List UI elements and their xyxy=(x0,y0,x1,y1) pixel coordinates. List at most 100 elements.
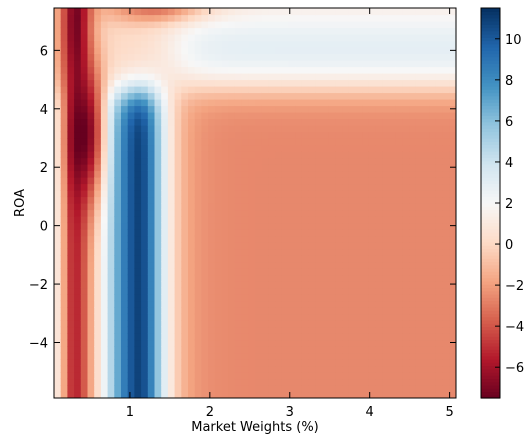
heatmap-cell xyxy=(228,73,236,81)
heatmap-cell xyxy=(442,320,450,328)
heatmap-cell xyxy=(181,203,189,211)
heatmap-cell xyxy=(255,157,263,165)
heatmap-cell xyxy=(60,177,68,185)
heatmap-cell xyxy=(315,73,323,81)
heatmap-cell xyxy=(54,66,62,74)
heatmap-cell xyxy=(328,307,336,315)
heatmap-cell xyxy=(255,248,263,256)
heatmap-cell xyxy=(281,385,290,393)
heatmap-cell xyxy=(449,339,456,347)
heatmap-cell xyxy=(100,235,109,243)
heatmap-cell xyxy=(161,40,169,48)
heatmap-cell xyxy=(228,86,236,94)
heatmap-cell xyxy=(429,307,437,315)
heatmap-cell xyxy=(154,287,162,295)
heatmap-cell xyxy=(221,209,229,217)
heatmap-cell xyxy=(328,144,336,152)
heatmap-cell xyxy=(409,99,417,107)
heatmap-cell xyxy=(74,131,82,139)
heatmap-cell xyxy=(362,138,370,146)
heatmap-cell xyxy=(255,170,263,178)
heatmap-cell xyxy=(281,339,290,347)
heatmap-cell xyxy=(201,229,209,237)
heatmap-cell xyxy=(161,164,169,172)
heatmap-cell xyxy=(355,53,363,61)
heatmap-cell xyxy=(214,378,223,386)
heatmap-cell xyxy=(208,73,216,81)
heatmap-cell xyxy=(295,73,303,81)
heatmap-cell xyxy=(221,144,229,152)
heatmap-cell xyxy=(402,66,410,74)
heatmap-cell xyxy=(355,144,363,152)
heatmap-cell xyxy=(382,229,390,237)
heatmap-cell xyxy=(335,261,343,269)
heatmap-cell xyxy=(134,8,142,16)
colorbar-swatch xyxy=(481,232,500,237)
heatmap-cell xyxy=(288,378,296,386)
heatmap-cell xyxy=(281,352,290,360)
heatmap-cell xyxy=(194,21,202,29)
heatmap-cell xyxy=(415,79,424,87)
colorbar-swatch xyxy=(481,199,500,204)
heatmap-cell xyxy=(268,365,276,373)
heatmap-cell xyxy=(322,346,330,354)
heatmap-cell xyxy=(141,294,149,302)
heatmap-cell xyxy=(355,112,363,120)
heatmap-cell xyxy=(368,268,377,276)
heatmap-cell xyxy=(435,40,444,48)
heatmap-cell xyxy=(74,151,82,159)
heatmap-cell xyxy=(308,222,316,230)
heatmap-cell xyxy=(100,391,109,398)
heatmap-cell xyxy=(87,216,95,224)
heatmap-cell xyxy=(382,372,390,380)
heatmap-cell xyxy=(281,53,290,61)
heatmap-cell xyxy=(422,294,430,302)
heatmap-cell xyxy=(362,196,370,204)
heatmap-cell xyxy=(402,385,410,393)
heatmap-cell xyxy=(301,255,310,263)
heatmap-cell xyxy=(248,92,256,100)
heatmap-cell xyxy=(60,209,68,217)
heatmap-cell xyxy=(167,216,176,224)
heatmap-cell xyxy=(261,365,269,373)
heatmap-cell xyxy=(60,333,68,341)
heatmap-cell xyxy=(442,261,450,269)
heatmap-cell xyxy=(342,190,350,198)
heatmap-cell xyxy=(60,300,68,308)
heatmap-cell xyxy=(335,300,343,308)
heatmap-cell xyxy=(308,235,316,243)
heatmap-cell xyxy=(368,216,377,224)
heatmap-cell xyxy=(295,21,303,29)
heatmap-cell xyxy=(375,125,383,133)
heatmap-cell xyxy=(114,66,122,74)
heatmap-cell xyxy=(429,138,437,146)
heatmap-cell xyxy=(167,339,176,347)
heatmap-cell xyxy=(181,339,189,347)
heatmap-cell xyxy=(382,281,390,289)
heatmap-cell xyxy=(121,339,129,347)
heatmap-cell xyxy=(241,242,249,250)
heatmap-cell xyxy=(214,313,223,321)
heatmap-cell xyxy=(208,222,216,230)
heatmap-cell xyxy=(100,365,109,373)
heatmap-cell xyxy=(147,164,156,172)
heatmap-cell xyxy=(342,216,350,224)
heatmap-cell xyxy=(67,261,75,269)
heatmap-cell xyxy=(435,287,444,295)
heatmap-cell xyxy=(301,47,310,55)
heatmap-cell xyxy=(208,131,216,139)
heatmap-cell xyxy=(74,378,82,386)
heatmap-cell xyxy=(127,222,135,230)
x-tick-label: 4 xyxy=(366,405,374,420)
heatmap-cell xyxy=(67,300,75,308)
heatmap-cell xyxy=(114,60,122,68)
colorbar-swatch xyxy=(481,219,500,224)
heatmap-cell xyxy=(134,60,142,68)
heatmap-cell xyxy=(181,105,189,113)
heatmap-cell xyxy=(422,378,430,386)
heatmap-cell xyxy=(107,125,115,133)
heatmap-cell xyxy=(308,339,316,347)
heatmap-cell xyxy=(67,125,75,133)
heatmap-cell xyxy=(442,203,450,211)
heatmap-cell xyxy=(174,346,182,354)
